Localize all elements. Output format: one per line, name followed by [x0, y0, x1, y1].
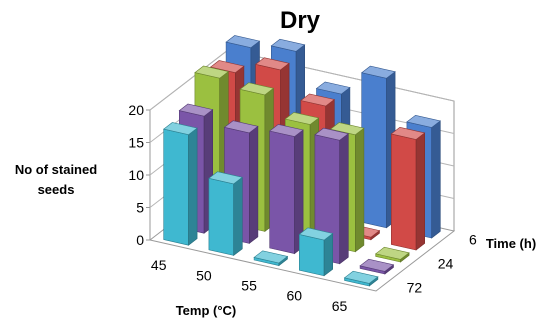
bar-s0-60	[298, 227, 334, 277]
bar-s1-65	[359, 258, 395, 275]
bar-s0-65	[343, 270, 379, 287]
z-tick-label-0: 0	[136, 232, 144, 248]
x-tick-label-60: 60	[287, 288, 303, 304]
bar-s0-50	[208, 171, 243, 257]
z-tick-label-20: 20	[128, 102, 144, 118]
x-tick-label-45: 45	[151, 257, 167, 273]
x-tick-label-55: 55	[241, 278, 257, 294]
y-axis-label-line-2: seeds	[38, 182, 75, 197]
z-tick-label-15: 15	[128, 135, 144, 151]
depth-tick-label-72: 72	[407, 280, 423, 296]
bar-s0-55	[253, 250, 289, 267]
depth-tick-label-6: 6	[469, 232, 477, 248]
y-axis-label-line-1: No of stained	[15, 162, 97, 177]
bar-s3-65	[390, 126, 426, 251]
bar-s4-60	[361, 65, 396, 229]
chart-ticks: 0 5 10 15 20 45 50 55 60 65 6 24 72	[128, 102, 477, 314]
x-tick-label-50: 50	[196, 267, 212, 283]
depth-tick-label-24: 24	[438, 256, 454, 272]
bar-s0-45	[163, 122, 198, 246]
x-tick-label-65: 65	[332, 298, 348, 314]
depth-axis-label: Time (h)	[486, 236, 536, 251]
x-axis-label: Temp (°C)	[176, 303, 237, 318]
z-tick-label-10: 10	[128, 167, 144, 183]
chart-bars	[163, 35, 441, 287]
z-tick-label-5: 5	[136, 200, 144, 216]
bar-s2-65	[375, 246, 410, 263]
bar-s1-55	[269, 124, 304, 255]
chart-title: Dry	[280, 7, 321, 34]
